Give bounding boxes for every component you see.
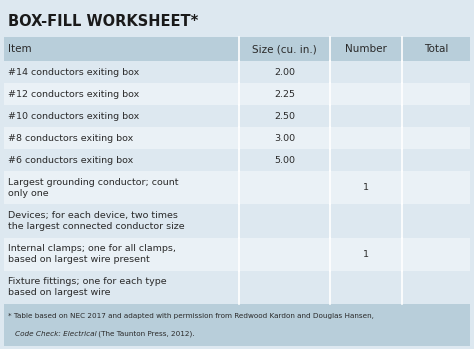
Text: 2.00: 2.00 bbox=[274, 68, 295, 76]
Text: Number: Number bbox=[346, 44, 387, 54]
Text: Devices; for each device, two times
the largest connected conductor size: Devices; for each device, two times the … bbox=[8, 211, 185, 231]
Text: * Table based on NEC 2017 and adapted with permission from Redwood Kardon and Do: * Table based on NEC 2017 and adapted wi… bbox=[8, 313, 374, 319]
Text: 1: 1 bbox=[363, 250, 369, 259]
Text: Size (cu. in.): Size (cu. in.) bbox=[252, 44, 317, 54]
Bar bbox=[4, 127, 470, 149]
Text: 1: 1 bbox=[363, 183, 369, 192]
Text: 5.00: 5.00 bbox=[274, 156, 295, 165]
Bar bbox=[4, 149, 470, 171]
Text: #6 conductors exiting box: #6 conductors exiting box bbox=[8, 156, 133, 165]
Bar bbox=[4, 61, 470, 83]
Text: #8 conductors exiting box: #8 conductors exiting box bbox=[8, 134, 133, 143]
Text: #14 conductors exiting box: #14 conductors exiting box bbox=[8, 68, 139, 76]
Text: 2.50: 2.50 bbox=[274, 112, 295, 121]
Bar bbox=[4, 205, 470, 238]
Bar bbox=[4, 37, 470, 61]
Text: BOX-FILL WORKSHEET*: BOX-FILL WORKSHEET* bbox=[8, 14, 199, 29]
Text: 3.00: 3.00 bbox=[274, 134, 295, 143]
Bar bbox=[4, 105, 470, 127]
Text: Fixture fittings; one for each type
based on largest wire: Fixture fittings; one for each type base… bbox=[8, 277, 167, 297]
Text: (The Taunton Press, 2012).: (The Taunton Press, 2012). bbox=[96, 331, 195, 337]
Text: 2.25: 2.25 bbox=[274, 90, 295, 99]
Text: Largest grounding conductor; count
only one: Largest grounding conductor; count only … bbox=[8, 178, 179, 198]
Text: #10 conductors exiting box: #10 conductors exiting box bbox=[8, 112, 139, 121]
Text: #12 conductors exiting box: #12 conductors exiting box bbox=[8, 90, 139, 99]
Text: Internal clamps; one for all clamps,
based on largest wire present: Internal clamps; one for all clamps, bas… bbox=[8, 244, 176, 264]
Bar bbox=[4, 171, 470, 205]
Text: Item: Item bbox=[8, 44, 32, 54]
Bar bbox=[4, 4, 470, 37]
Bar bbox=[4, 304, 470, 346]
Text: Total: Total bbox=[424, 44, 448, 54]
Bar bbox=[4, 238, 470, 270]
Bar bbox=[4, 270, 470, 304]
Text: Code Check: Electrical: Code Check: Electrical bbox=[15, 331, 96, 337]
Bar bbox=[4, 83, 470, 105]
